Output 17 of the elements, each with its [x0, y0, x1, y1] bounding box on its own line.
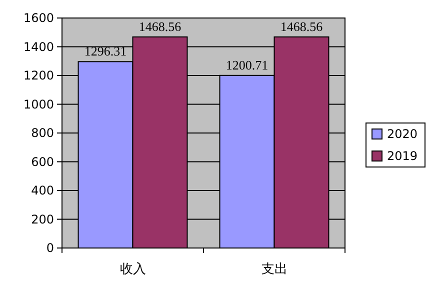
legend-label: 2020 — [387, 127, 418, 141]
y-tick-label: 200 — [31, 212, 54, 226]
data-label: 1200.71 — [226, 57, 268, 72]
x-tick-label: 收入 — [120, 262, 146, 277]
data-label: 1296.31 — [84, 44, 127, 59]
data-label: 1468.56 — [280, 18, 324, 34]
data-label: 1468.56 — [138, 18, 182, 34]
x-tick-label: 支出 — [261, 262, 288, 277]
y-tick-label: 1400 — [23, 40, 54, 54]
y-tick-label: 1600 — [23, 11, 54, 25]
y-tick-label: 0 — [46, 241, 54, 255]
y-tick-label: 1200 — [23, 68, 54, 82]
legend-label: 2019 — [387, 149, 418, 163]
y-tick-label: 800 — [31, 126, 54, 140]
y-tick-label: 400 — [31, 184, 54, 198]
y-tick-label: 600 — [31, 154, 54, 169]
y-tick-label: 1000 — [23, 97, 54, 112]
